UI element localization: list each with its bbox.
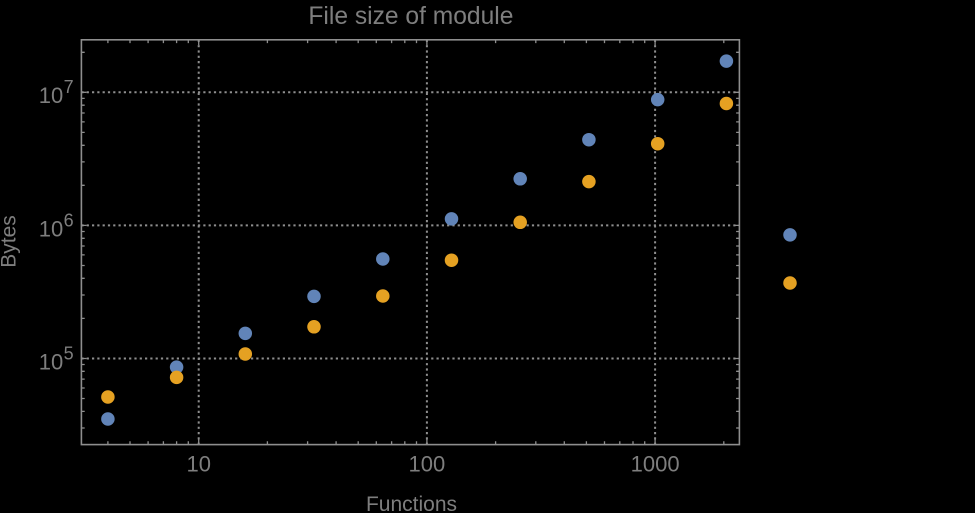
svg-text:100: 100 [409, 452, 446, 477]
svg-text:Functions: Functions [366, 493, 457, 513]
svg-text:File size of module: File size of module [308, 3, 513, 30]
svg-text:Bytes: Bytes [0, 215, 21, 268]
svg-text:10: 10 [39, 216, 63, 241]
svg-text:10: 10 [39, 349, 63, 374]
svg-text:10: 10 [39, 83, 63, 108]
svg-text:10: 10 [186, 452, 210, 477]
svg-text:1000: 1000 [631, 452, 680, 477]
svg-text:7: 7 [64, 77, 74, 97]
svg-text:5: 5 [64, 343, 74, 363]
svg-text:6: 6 [64, 210, 74, 230]
